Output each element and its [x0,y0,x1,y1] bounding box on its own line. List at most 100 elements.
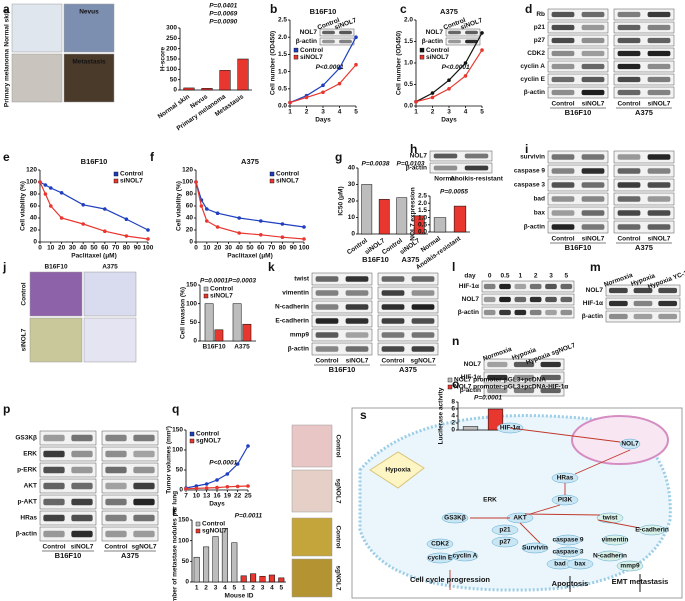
image-tile [29,271,83,317]
blot-row-label: β-actin [460,387,481,394]
blot-strip [483,371,565,384]
legend-label: siNOL7 [276,178,299,185]
blot-strip [429,162,493,174]
blot-strip [39,462,97,478]
blot-row-label: β-actin [16,531,37,538]
series-point [215,478,219,482]
blot-strip [547,86,609,99]
blot-band [345,346,369,352]
blot-band [581,210,605,216]
series-point [215,485,219,490]
blot-strip [613,164,675,178]
y-tick-label: 1.0 [278,68,287,75]
blot-row-label: vimentin [282,290,309,297]
blot-strip [377,314,439,328]
legend-swatch [419,54,425,60]
x-tick-label: 4 [270,585,274,592]
blot-col-label: sgNOL7 [132,544,157,551]
blot-strip [429,150,493,162]
blot-col-label: 1 [519,273,523,280]
blot-col-label: siNOL7 [648,101,671,108]
bar [462,426,479,431]
annotation: P=0.0038 [361,161,389,168]
blot-col-label: Control [42,544,65,551]
chart-title: B16F10 [310,7,337,16]
blot-band [551,24,575,31]
x-tick-label: 10 [47,245,55,252]
y-tick-label: 150 [166,56,177,63]
blot-row-label: twist [294,276,310,283]
blot-row-label: p21 [534,24,546,31]
y-tick-label: 150 [186,282,197,289]
image-label: Nevus [79,9,99,16]
x-tick-label: 19 [224,493,232,500]
blot-band [381,318,405,324]
blot-band [448,30,461,35]
blot-band [133,450,155,458]
blot-group-label: B16F10 [55,551,82,560]
diagram-label: bad [554,561,566,568]
blot-band [551,196,575,202]
blot-row-label: β-actin [582,313,603,320]
image-label: Control [334,434,341,457]
x-tick-label: 1 [242,585,246,592]
y-axis-label: Cell invasion (%) [180,287,187,339]
y-tick-label: 100 [166,66,177,73]
blot-strip [613,21,675,34]
blot-band [133,482,155,490]
y-tick-label: 80 [186,191,194,198]
blot-band [105,450,127,458]
blot-band [315,290,339,296]
blot-band [513,361,535,368]
blot-strip [547,60,609,73]
x-tick-label: 13 [203,493,211,500]
y-tick-label: 150 [172,427,183,434]
blot-band [381,290,405,296]
series-point [43,183,48,187]
blot-band [133,530,155,538]
blot-band [551,11,575,18]
blot-row-label: GS3Kβ [15,435,37,442]
x-tick-label: 3 [321,109,325,116]
x-tick-label: 7 [184,493,188,500]
series-point [204,486,209,490]
image-tile [83,317,137,363]
blot-band [617,168,641,174]
image-tile [29,317,83,363]
bar [193,556,200,583]
diagram-label: AKT [513,515,526,522]
annotation: P<0.0001 [209,460,237,467]
y-axis-label: Number of metastase nodules per lung [172,491,179,601]
chart-title: A375 [241,157,259,166]
series-point [81,222,85,226]
x-tick-label: 70 [268,245,276,252]
blot-band [411,290,435,296]
image-label: sgNOL7 [334,566,341,591]
panel-label: b [270,2,277,16]
blot-strip [311,286,373,300]
y-tick-label: 1.5 [404,38,413,45]
y-axis-label: Cell number (OD450) [270,31,277,95]
diagram-node [616,560,644,572]
diagram-label: twist [603,515,619,522]
blot-row-label: β-actin [288,346,309,353]
series-point [204,482,209,486]
blot-band [551,63,575,70]
blot-strip [481,293,575,306]
x-tick-label: 80 [279,245,287,252]
blot-strip [547,73,609,86]
legend-swatch [269,171,275,177]
diagram-label: Cell cycle progression [410,575,490,584]
diagram-label: ERK [483,497,497,504]
blot-strip [613,220,675,234]
x-tick-label: 100 [143,245,154,252]
diagram-label: Hypoxia [385,467,411,474]
blot-band [581,24,605,31]
panel-label: e [3,150,10,164]
series-point [215,211,220,215]
y-tick-label: 8 [451,399,455,406]
legend-label: siNOL7 [300,54,323,61]
series-point [302,225,306,229]
series-point [225,485,230,489]
blot-row-label: NOL7 [464,361,482,368]
